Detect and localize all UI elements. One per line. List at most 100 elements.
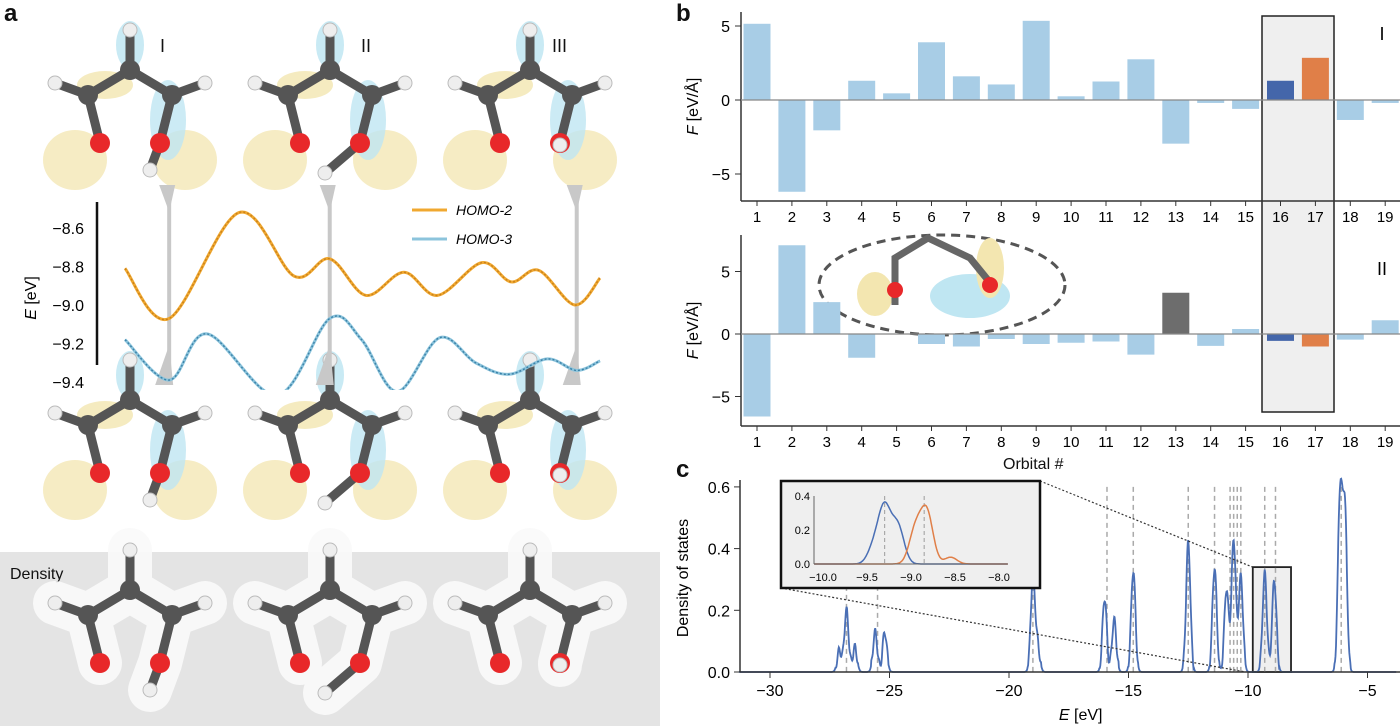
x-tick-label: 6 [927,209,935,226]
oxygen-atom [90,133,110,153]
x-tick-label: 16 [1272,434,1289,451]
hydrogen-atom [122,542,138,558]
y-tick-label: 0 [721,327,730,344]
hydrogen-atom [47,75,63,91]
x-tick-label: 5 [892,209,900,226]
y-tick-label: −5 [712,390,730,407]
inset-y-tick-label: 0.4 [795,491,810,503]
x-tick-label: 13 [1167,434,1184,451]
x-tick-label: 4 [858,209,866,226]
carbon-atom [562,85,582,105]
x-tick-label: 1 [753,209,761,226]
bar-orbital-19 [1371,320,1399,334]
state-marker-wedge [566,185,583,212]
hydrogen-atom [552,467,568,483]
hydrogen-atom [197,405,213,421]
x-tick-label: 16 [1272,209,1289,226]
x-tick-label: 2 [788,434,796,451]
y-tick-label: −8.8 [52,260,84,277]
panel-c-letter: c [676,456,690,483]
inset-box [779,479,1042,590]
bar-orbital-15 [1232,329,1260,334]
x-tick-label: 11 [1098,209,1114,226]
oxygen-atom [150,133,170,153]
hydrogen-atom [317,685,333,701]
bar-orbital-16 [1267,80,1294,100]
hydrogen-atom [447,405,463,421]
hydrogen-atom [397,75,413,91]
state-label-II: II [361,36,372,56]
x-tick-label: −30 [756,683,783,700]
series-dots-HOMO-2 [124,211,601,321]
bar-orbital-4 [848,80,876,100]
inset-x-tick-label: −9.0 [900,572,922,584]
y-tick-label: 5 [721,19,730,36]
x-axis-label: E [eV] [1059,707,1103,724]
oxygen-atom [490,463,510,483]
carbon-atom [120,580,140,600]
state-label-III: III [552,36,568,56]
hydrogen-atom [317,495,333,511]
bar-orbital-11 [1092,334,1120,342]
oxygen-atom [490,133,510,153]
hydrogen-atom [142,492,158,508]
carbon-atom [320,580,340,600]
y-axis-label: F [eV/Å] [683,302,702,360]
molecule-renderings [33,21,627,715]
x-tick-label: 3 [823,434,831,451]
oxygen-atom [982,277,998,293]
carbon-atom [78,415,98,435]
oxygen-atom [290,653,310,673]
bar-orbital-16 [1267,334,1294,341]
hydrogen-atom [247,75,263,91]
oxygen-atom [887,282,903,298]
hydrogen-atom [142,162,158,178]
carbon-atom [478,605,498,625]
hydrogen-atom [317,165,333,181]
y-tick-label: 0.4 [708,542,730,559]
x-tick-label: 17 [1307,209,1324,226]
dos-chart: −30 −25 −20 −15 −10 −5 0.0 0.2 0.4 0.6 Density of … [675,477,1400,724]
x-tick-label: 18 [1342,209,1359,226]
x-tick-label: 8 [997,209,1005,226]
bar-orbital-4 [848,334,876,358]
bar-orbital-8 [987,84,1015,100]
series-line-HOMO-3 [123,314,601,390]
y-tick-label: −9.4 [52,375,84,390]
bar-orbital-3 [813,100,841,131]
bar-orbital-13 [1162,100,1190,144]
bar-orbital-18 [1336,334,1364,340]
state-marker-wedge [562,345,581,385]
x-tick-label: −15 [1115,683,1142,700]
panel-a-letter: a [4,0,18,27]
inset-y-tick-label: 0.2 [795,525,810,537]
inset-y-tick-label: 0.0 [795,559,810,571]
panel-state-label: II [1377,259,1387,279]
hydrogen-atom [47,595,63,611]
y-axis-label: Density of states [675,519,692,637]
orbital-lobe [857,272,893,316]
bar-orbital-10 [1057,334,1085,343]
inset-x-tick-label: −8.5 [944,572,966,584]
bar-orbital-14 [1197,334,1225,346]
bar-orbital-3 [813,302,841,334]
orbital-axis-label: Orbital # [1003,456,1064,473]
inset-x-tick-label: −9.5 [856,572,878,584]
hydrogen-atom [552,657,568,673]
carbon-atom [320,60,340,80]
carbon-atom [520,390,540,410]
y-tick-label: −9.2 [52,337,84,354]
x-tick-label: 3 [823,209,831,226]
hydrogen-atom [447,595,463,611]
bar-orbital-17 [1301,334,1329,347]
carbon-atom [162,605,182,625]
y-axis-label: F [eV/Å] [683,78,702,136]
carbon-atom [562,605,582,625]
carbon-atom [478,85,498,105]
hydrogen-atom [322,542,338,558]
bar-orbital-9 [1022,20,1050,100]
hydrogen-atom [322,22,338,38]
bar-orbital-15 [1232,100,1260,109]
x-tick-label: −5 [1358,683,1376,700]
